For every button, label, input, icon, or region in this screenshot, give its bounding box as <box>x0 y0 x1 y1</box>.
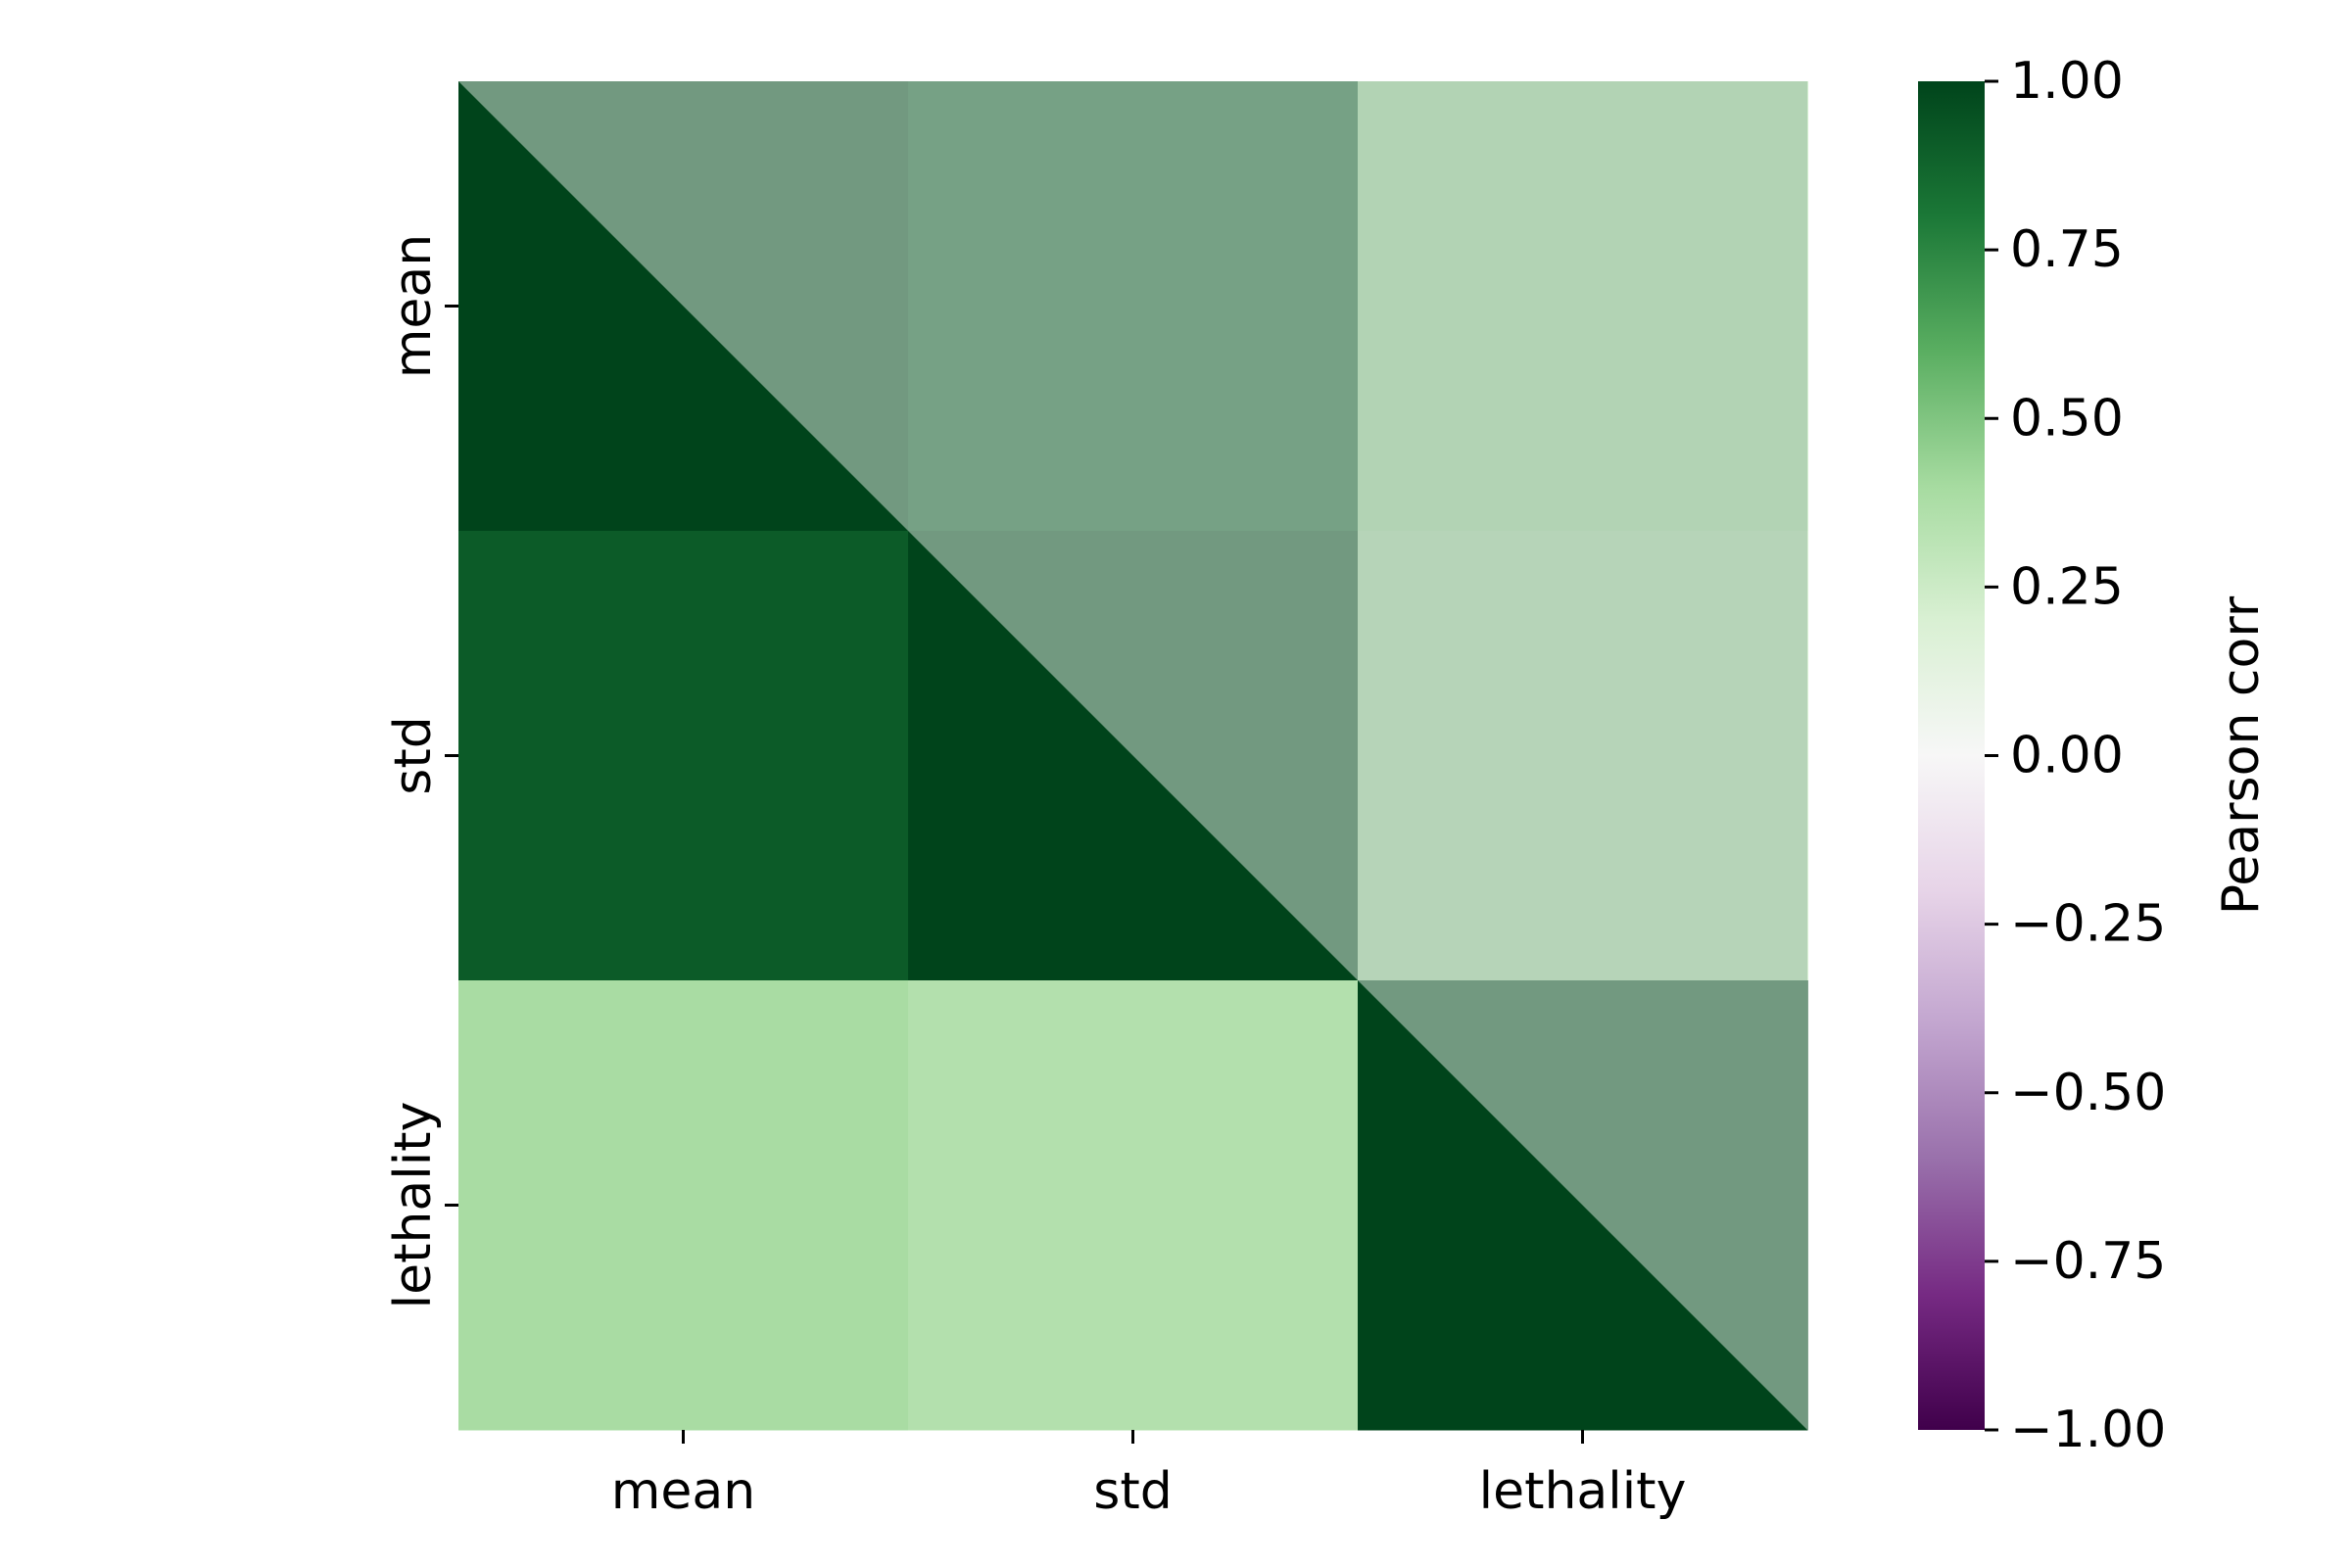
colorbar-tick-label: 0.75 <box>2010 220 2124 279</box>
x-tick-label: lethality <box>1479 1462 1687 1521</box>
colorbar-ticks: 1.00 0.75 0.50 0.25 0.00 −0.25 −0.50 −0.75 −1.00 <box>1985 52 2166 1459</box>
heatmap-cell-std-mean <box>458 531 909 981</box>
y-tick-label: mean <box>384 234 443 378</box>
x-tick-label: mean <box>611 1462 755 1521</box>
colorbar-tick-label: 0.25 <box>2010 557 2124 616</box>
colorbar: 1.00 0.75 0.50 0.25 0.00 −0.25 −0.50 −0.75 −1.00… <box>1918 52 2271 1459</box>
colorbar-gradient <box>1918 81 1985 1430</box>
heatmap-cell-lethality-std <box>908 980 1359 1431</box>
colorbar-tick-label: 1.00 <box>2010 52 2124 111</box>
upper-triangle-mask <box>458 81 1807 1430</box>
x-axis: mean std lethality <box>611 1430 1687 1521</box>
colorbar-tick-label: −0.75 <box>2010 1232 2166 1291</box>
colorbar-tick-label: 0.00 <box>2010 727 2124 785</box>
colorbar-tick-label: −0.50 <box>2010 1064 2166 1122</box>
colorbar-label: Pearson corr <box>2212 595 2271 915</box>
y-tick-label: std <box>384 716 443 795</box>
colorbar-tick-label: −0.25 <box>2010 895 2166 954</box>
y-axis: mean std lethality <box>384 234 458 1309</box>
colorbar-tick-label: 0.50 <box>2010 389 2124 448</box>
mask-overlay-triangle <box>458 81 1807 1430</box>
y-tick-label: lethality <box>384 1102 443 1309</box>
x-tick-label: std <box>1093 1462 1173 1521</box>
heatmap-cell-lethality-mean <box>458 980 909 1431</box>
colorbar-tick-label: −1.00 <box>2010 1401 2166 1459</box>
